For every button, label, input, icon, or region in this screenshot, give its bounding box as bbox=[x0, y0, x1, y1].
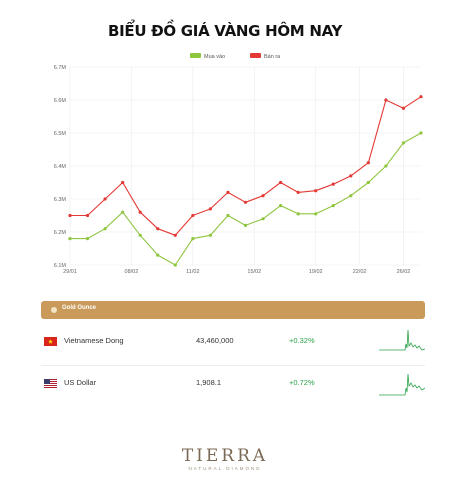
x-tick-label: 11/02 bbox=[186, 269, 199, 275]
data-point bbox=[68, 237, 72, 241]
data-point bbox=[208, 207, 212, 211]
data-point bbox=[401, 141, 406, 145]
x-tick-label: 15/02 bbox=[247, 269, 261, 275]
legend-label: Mua vào bbox=[204, 54, 225, 60]
data-point bbox=[419, 131, 423, 135]
currency-price: 1,908.1 bbox=[196, 378, 222, 387]
data-point bbox=[68, 213, 72, 218]
table-row-vnd[interactable]: Vietnamese Dong 43,460,000 +0.32% bbox=[41, 324, 425, 364]
x-tick-label: 26/02 bbox=[397, 269, 411, 275]
data-point bbox=[191, 213, 195, 218]
data-point bbox=[349, 174, 353, 178]
x-tick-label: 19/02 bbox=[309, 269, 323, 275]
data-point bbox=[138, 233, 142, 237]
gold-ounce-label: Gold Ounce bbox=[62, 305, 97, 311]
y-tick-label: 6.7M bbox=[54, 65, 67, 71]
data-point bbox=[121, 180, 125, 185]
data-point bbox=[384, 98, 388, 102]
legend-swatch bbox=[190, 53, 201, 58]
sparkline-vnd bbox=[379, 329, 425, 351]
tierra-tagline: NATURAL DIAMOND bbox=[188, 466, 262, 471]
data-point bbox=[226, 213, 230, 218]
data-point bbox=[208, 233, 212, 237]
y-tick-label: 6.6M bbox=[54, 98, 67, 104]
data-point bbox=[226, 190, 230, 194]
vietnam-flag-icon bbox=[44, 337, 57, 346]
table-row-usd[interactable]: US Dollar 1,908.1 +0.72% bbox=[41, 366, 425, 406]
tierra-logo: TIERRA bbox=[181, 446, 269, 466]
currency-change: +0.32% bbox=[289, 336, 315, 345]
y-tick-label: 6.2M bbox=[54, 230, 67, 236]
currency-change: +0.72% bbox=[289, 378, 315, 387]
row-divider bbox=[41, 365, 425, 366]
y-tick-label: 6.1M bbox=[54, 263, 67, 269]
data-point bbox=[279, 180, 283, 185]
currency-name: US Dollar bbox=[64, 378, 97, 387]
data-point bbox=[401, 106, 406, 110]
page-title: BIỂU ĐỒ GIÁ VÀNG HÔM NAY bbox=[107, 22, 343, 40]
data-point bbox=[138, 210, 142, 214]
coin-icon bbox=[51, 307, 57, 313]
data-point bbox=[85, 213, 90, 218]
data-point bbox=[419, 95, 423, 99]
x-tick-label: 29/01 bbox=[63, 269, 77, 275]
data-point bbox=[85, 237, 90, 241]
data-point bbox=[261, 217, 265, 221]
x-tick-label: 08/02 bbox=[125, 269, 139, 275]
us-flag-icon bbox=[44, 379, 57, 388]
data-point bbox=[191, 237, 195, 241]
legend-label: Bán ra bbox=[264, 54, 281, 60]
legend-swatch bbox=[250, 53, 261, 58]
data-point bbox=[173, 233, 177, 237]
chart-svg: 6.1M 6.2M 6.3M 6.4M 6.5M 6.6M 6.7M 29/01 08/02 11… bbox=[54, 53, 423, 275]
data-point bbox=[121, 210, 125, 214]
data-point bbox=[314, 189, 318, 193]
data-point bbox=[261, 194, 265, 198]
data-point bbox=[279, 204, 283, 208]
data-point bbox=[243, 200, 248, 204]
data-point bbox=[349, 194, 353, 198]
data-point bbox=[366, 180, 370, 185]
data-point bbox=[314, 212, 318, 216]
data-point bbox=[331, 182, 335, 186]
currency-price: 43,460,000 bbox=[196, 336, 234, 345]
y-tick-label: 6.4M bbox=[54, 164, 67, 170]
data-point bbox=[296, 190, 300, 194]
data-point bbox=[331, 204, 335, 208]
data-point bbox=[366, 161, 370, 165]
data-point bbox=[156, 253, 160, 257]
y-tick-label: 6.3M bbox=[54, 197, 67, 203]
data-point bbox=[173, 263, 177, 267]
x-tick-label: 22/02 bbox=[353, 269, 367, 275]
data-point bbox=[103, 227, 107, 231]
gold-price-chart: 6.1M 6.2M 6.3M 6.4M 6.5M 6.6M 6.7M 29/01 08/02 11… bbox=[0, 48, 450, 283]
data-point bbox=[103, 197, 107, 201]
data-point bbox=[296, 212, 300, 216]
currency-name: Vietnamese Dong bbox=[64, 336, 124, 345]
data-point bbox=[156, 227, 160, 231]
sparkline-usd bbox=[379, 373, 425, 396]
data-point bbox=[243, 223, 248, 227]
data-point bbox=[384, 164, 388, 168]
y-tick-label: 6.5M bbox=[54, 131, 67, 137]
gold-ounce-header: Gold Ounce bbox=[41, 301, 425, 319]
